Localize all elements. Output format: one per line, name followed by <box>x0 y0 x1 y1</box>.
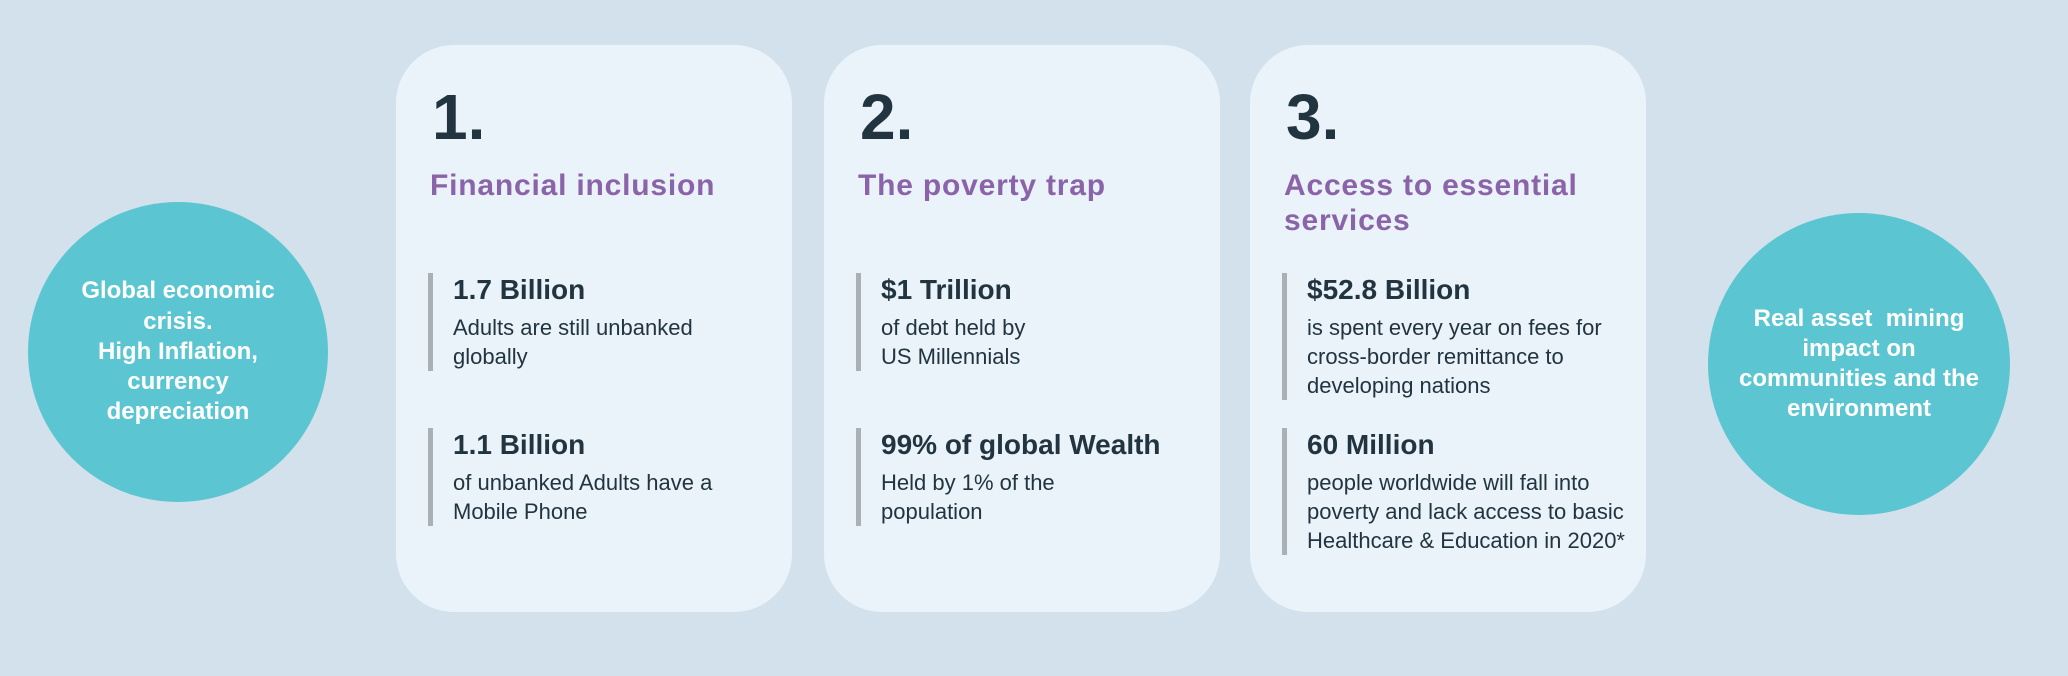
card-1-stat-2: 1.1 Billion of unbanked Adults have a Mo… <box>428 428 774 526</box>
stat-value: 1.7 Billion <box>453 274 586 305</box>
left-circle-text: Global economic crisis. High Inflation, … <box>81 277 275 426</box>
stat-desc: Adults are still unbanked globally <box>453 314 693 369</box>
card-3-number: 3. <box>1286 81 1340 153</box>
problem-card-1: 1. Financial inclusion 1.7 Billion Adult… <box>396 45 792 612</box>
stat-desc: people worldwide will fall into poverty … <box>1307 469 1625 553</box>
stat-desc: Held by 1% of the population <box>881 469 1055 524</box>
card-2-title: The poverty trap <box>858 169 1106 202</box>
right-circle-text: Real asset mining impact on communities … <box>1738 304 1980 423</box>
card-2-number: 2. <box>860 81 914 153</box>
card-3-stat-1: $52.8 Billion is spent every year on fee… <box>1282 273 1628 400</box>
stat-value: 99% of global Wealth <box>881 429 1161 460</box>
stat-desc: of debt held by US Millennials <box>881 314 1026 369</box>
card-2-stat-2: 99% of global Wealth Held by 1% of the p… <box>856 428 1202 526</box>
stat-desc: is spent every year on fees for cross-bo… <box>1307 314 1602 398</box>
left-circle: Global economic crisis. High Inflation, … <box>28 202 328 502</box>
card-1-stat-1: 1.7 Billion Adults are still unbanked gl… <box>428 273 774 371</box>
card-3-stat-2: 60 Million people worldwide will fall in… <box>1282 428 1628 555</box>
stat-value: $1 Trillion <box>881 274 1012 305</box>
stat-value: 60 Million <box>1307 429 1435 460</box>
stat-value: $52.8 Billion <box>1307 274 1471 305</box>
card-1-number: 1. <box>432 81 486 153</box>
problem-card-2: 2. The poverty trap $1 Trillion of debt … <box>824 45 1220 612</box>
stat-value: 1.1 Billion <box>453 429 586 460</box>
right-circle: Real asset mining impact on communities … <box>1708 213 2010 515</box>
stat-desc: of unbanked Adults have a Mobile Phone <box>453 469 713 524</box>
card-3-title: Access to essential services <box>1284 169 1578 237</box>
problem-card-3: 3. Access to essential services $52.8 Bi… <box>1250 45 1646 612</box>
card-2-stat-1: $1 Trillion of debt held by US Millennia… <box>856 273 1202 371</box>
card-1-title: Financial inclusion <box>430 169 716 202</box>
